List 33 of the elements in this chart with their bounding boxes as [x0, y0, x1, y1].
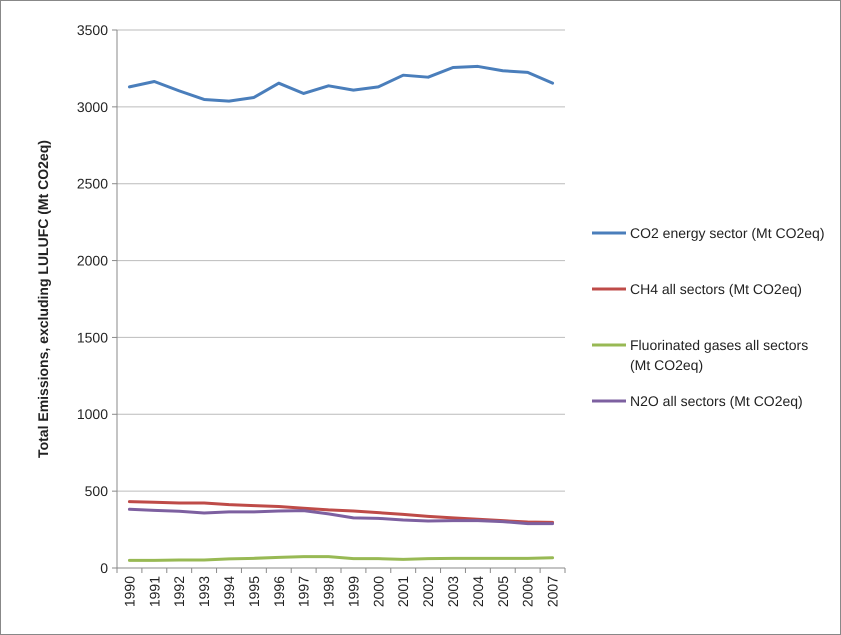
y-tick-label: 3000	[76, 98, 108, 115]
x-tick-label: 2002	[420, 576, 436, 608]
legend-label: CH4 all sectors (Mt CO2eq)	[630, 281, 802, 297]
x-tick-label: 2007	[544, 576, 561, 608]
legend-label: CO2 energy sector (Mt CO2eq)	[630, 225, 825, 241]
x-tick-label: 2000	[370, 576, 386, 608]
y-tick-label: 3500	[76, 22, 108, 38]
y-tick-label: 0	[100, 560, 108, 576]
y-tick-label: 2500	[76, 176, 108, 192]
x-tick-label: 1994	[221, 576, 237, 608]
line-series	[128, 508, 554, 526]
y-tick-label: 2000	[76, 252, 108, 268]
line-series	[128, 64, 554, 103]
y-tick-label: 1000	[76, 406, 108, 422]
x-tick-label: 1997	[296, 576, 312, 608]
x-tick-label: 1993	[196, 576, 212, 608]
x-tick-label: 1998	[320, 576, 337, 608]
x-tick-label: 1991	[146, 576, 162, 608]
y-tick-label: 1500	[76, 329, 108, 346]
x-tick-label: 2003	[445, 576, 461, 608]
legend-label: Fluorinated gases all sectors (Mt CO2eq)	[630, 337, 808, 373]
x-tick-label: 1992	[171, 576, 188, 608]
x-tick-label: 2005	[494, 576, 511, 608]
y-tick-label: 500	[84, 483, 108, 500]
legend-label: N2O all sectors (Mt CO2eq)	[630, 393, 803, 409]
x-tick-label: 2006	[520, 576, 536, 608]
y-axis-title: Total Emissions, excluding LULUFC (Mt CO2eq)	[35, 140, 51, 458]
x-tick-label: 2001	[395, 576, 412, 608]
x-tick-label: 1996	[270, 576, 287, 608]
x-tick-label: 1990	[121, 576, 138, 608]
x-tick-label: 2004	[470, 576, 486, 608]
x-tick-label: 1999	[345, 576, 362, 608]
x-tick-label: 1995	[246, 576, 262, 608]
